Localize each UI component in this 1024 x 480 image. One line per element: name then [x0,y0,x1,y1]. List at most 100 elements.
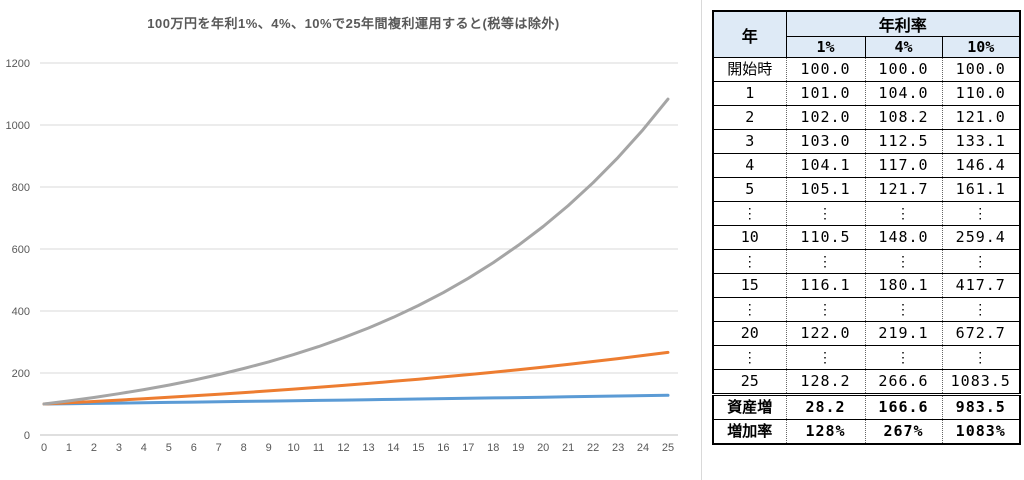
x-tick-label: 19 [512,442,524,454]
year-cell: 2 [713,105,786,130]
value-cell: ⋮ [941,201,1020,226]
value-cell: 110.0 [941,81,1020,106]
value-cell: 180.1 [864,273,942,298]
table-row: 増加率 128% 267% 1083% [713,419,1020,445]
year-cell: 増加率 [713,419,786,445]
value-cell: 266.6 [864,369,942,396]
value-cell: ⋮ [785,201,865,226]
table-row: 20 122.0 219.1 672.7 [713,321,1020,346]
value-cell: 146.4 [941,153,1020,178]
x-tick-label: 2 [91,442,97,454]
value-cell: 1083.5 [941,369,1020,396]
value-cell: 104.1 [785,153,865,178]
year-column-header: 年 [712,10,787,58]
x-tick-label: 1 [66,442,72,454]
year-cell: 5 [713,177,786,202]
asset-table-body: 開始時 100.0 100.0 100.0 1 101.0 104.0 110.0 2 102.0… [713,57,1020,445]
table-row: 25 128.2 266.6 1083.5 [713,369,1020,396]
value-cell: 116.1 [785,273,865,298]
value-cell: 417.7 [941,273,1020,298]
year-cell: 3 [713,129,786,154]
value-cell: 121.7 [864,177,942,202]
value-cell: ⋮ [785,345,865,370]
value-cell: 105.1 [785,177,865,202]
value-cell: ⋮ [785,297,865,322]
rate-column-4pct: 4% [864,36,943,58]
rate-group-header: 年利率 [785,10,1021,37]
x-tick-label: 23 [612,442,624,454]
table-row: 10 110.5 148.0 259.4 [713,225,1020,250]
table-row: 15 116.1 180.1 417.7 [713,273,1020,298]
y-tick-label: 1000 [6,120,30,132]
year-cell: 15 [713,273,786,298]
year-cell: 資産増 [713,394,786,420]
x-tick-label: 4 [141,442,147,454]
table-row: ⋮ ⋮ ⋮ ⋮ [713,345,1020,370]
y-tick-label: 400 [12,306,30,318]
x-tick-label: 13 [362,442,374,454]
y-tick-label: 200 [12,368,30,380]
x-tick-label: 17 [462,442,474,454]
value-cell: 983.5 [941,394,1020,420]
table-row: 3 103.0 112.5 133.1 [713,129,1020,154]
year-cell: 25 [713,369,786,396]
value-cell: ⋮ [864,249,942,274]
y-tick-label: 0 [24,430,30,442]
x-tick-label: 9 [266,442,272,454]
value-cell: 121.0 [941,105,1020,130]
table-row: 開始時 100.0 100.0 100.0 [713,57,1020,82]
value-cell: ⋮ [864,297,942,322]
table-row: 5 105.1 121.7 161.1 [713,177,1020,202]
x-tick-label: 18 [487,442,499,454]
value-cell: 128% [785,419,865,445]
value-cell: 103.0 [785,129,865,154]
value-cell: 110.5 [785,225,865,250]
x-tick-label: 16 [437,442,449,454]
value-cell: 161.1 [941,177,1020,202]
value-cell: ⋮ [785,249,865,274]
year-cell: 4 [713,153,786,178]
year-cell: ⋮ [713,345,786,370]
series-line-1% [42,393,670,406]
value-cell: 112.5 [864,129,942,154]
table-row: 資産増 28.2 166.6 983.5 [713,394,1020,420]
value-cell: 104.0 [864,81,942,106]
year-cell: 1 [713,81,786,106]
value-cell: ⋮ [941,345,1020,370]
value-cell: ⋮ [941,249,1020,274]
year-cell: ⋮ [713,201,786,226]
series-line-4% [42,350,670,406]
table-row: 1 101.0 104.0 110.0 [713,81,1020,106]
series-line-10% [42,97,670,406]
chart-right-border [701,0,702,480]
year-cell: ⋮ [713,297,786,322]
x-tick-label: 21 [562,442,574,454]
year-cell: 10 [713,225,786,250]
table-row: ⋮ ⋮ ⋮ ⋮ [713,201,1020,226]
value-cell: 102.0 [785,105,865,130]
rate-column-10pct: 10% [941,36,1021,58]
value-cell: 108.2 [864,105,942,130]
x-tick-label: 24 [637,442,649,454]
x-tick-label: 3 [116,442,122,454]
x-tick-label: 7 [216,442,222,454]
value-cell: 100.0 [864,57,942,82]
table-row: ⋮ ⋮ ⋮ ⋮ [713,249,1020,274]
value-cell: 100.0 [941,57,1020,82]
chart-title: 100万円を年利1%、4%、10%で25年間複利運用すると(税等は除外) [147,16,560,31]
compound-growth-chart-panel: 0 200 400 600 800 1000 1200 0 1 2 3 4 5 6 7 8 9 10 11 12 13 1… [5,16,678,454]
value-cell: 148.0 [864,225,942,250]
value-cell: 166.6 [864,394,942,420]
table-row: 4 104.1 117.0 146.4 [713,153,1020,178]
value-cell: 133.1 [941,129,1020,154]
x-tick-label: 12 [337,442,349,454]
y-tick-label: 600 [12,244,30,256]
table-row: ⋮ ⋮ ⋮ ⋮ [713,297,1020,322]
x-tick-label: 8 [241,442,247,454]
value-cell: 267% [864,419,942,445]
x-tick-label: 0 [41,442,47,454]
asset-table-header: 年 年利率 1% 4% 10% [712,10,1021,58]
value-cell: 100.0 [785,57,865,82]
rate-column-1pct: 1% [785,36,866,58]
